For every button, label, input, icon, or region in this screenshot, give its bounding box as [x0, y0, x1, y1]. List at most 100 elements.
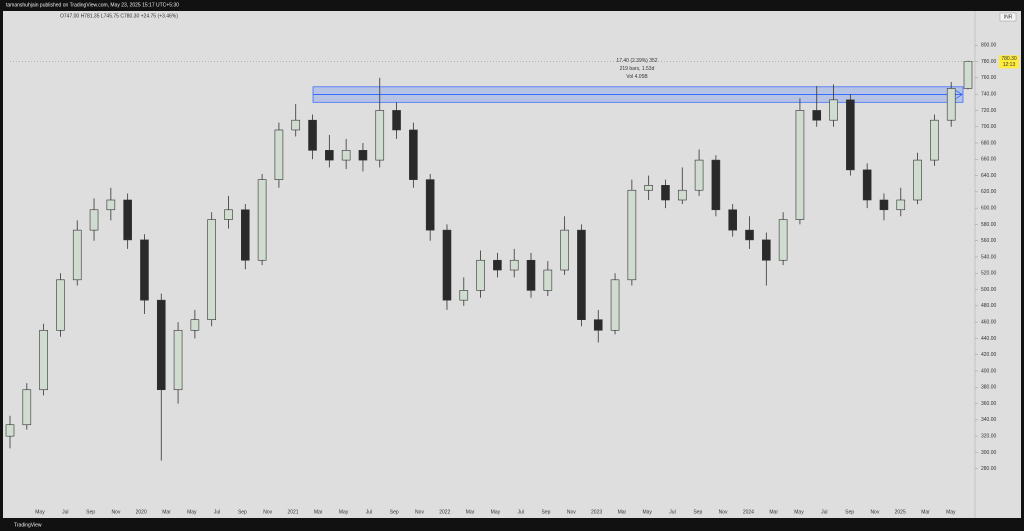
x-tick-label: May [642, 509, 652, 515]
x-tick-label: Mar [314, 509, 323, 515]
candle-body [240, 209, 250, 261]
x-tick-label: Nov [111, 509, 120, 515]
candle-body [72, 229, 82, 281]
y-tick-label: 760.00 [981, 75, 997, 81]
countdown: 12:13 [1003, 62, 1016, 68]
candle-body [644, 185, 653, 191]
x-tick-label: 2022 [439, 509, 450, 515]
x-tick-label: Jul [62, 509, 68, 515]
y-tick-label: 600.00 [981, 205, 997, 211]
candle-body [593, 319, 603, 331]
candle-body [862, 169, 872, 201]
candle-body [5, 424, 15, 437]
publisher: tamanshuhjain published on TradingView.c… [6, 2, 179, 8]
candle-body [409, 129, 418, 180]
measure-label: 219 bars, 1.53d [620, 66, 655, 72]
y-tick-label: 780.00 [981, 59, 997, 65]
candle-body [812, 110, 822, 121]
candle-body [392, 110, 401, 131]
x-tick-label: May [491, 509, 501, 515]
x-tick-label: Sep [693, 509, 702, 515]
candle-body [156, 299, 166, 391]
candle-body [89, 209, 99, 231]
candle-body [829, 99, 838, 121]
x-tick-label: 2021 [287, 509, 298, 515]
logo: TradingView [14, 522, 42, 528]
y-tick-label: 660.00 [981, 157, 997, 163]
x-tick-label: Mar [618, 509, 627, 515]
currency: INR [1004, 14, 1013, 20]
x-tick-label: Mar [162, 509, 171, 515]
x-tick-label: Sep [238, 509, 247, 515]
candle-body [610, 279, 620, 331]
candle-body [913, 159, 922, 201]
candle-body [308, 119, 317, 151]
y-tick-label: 320.00 [981, 433, 997, 439]
y-tick-label: 340.00 [981, 417, 997, 423]
candle-body [493, 259, 502, 271]
candle-body [173, 329, 183, 391]
x-tick-label: Jul [669, 509, 675, 515]
x-tick-label: Sep [542, 509, 551, 515]
candle-body [946, 88, 956, 121]
candle-body [291, 119, 301, 131]
candle-body [459, 290, 469, 301]
candle-body [325, 150, 334, 161]
candle-body [795, 110, 805, 220]
x-tick-label: Sep [86, 509, 95, 515]
candle-body [963, 61, 973, 89]
candle-body [745, 229, 754, 241]
y-tick-label: 500.00 [981, 287, 997, 293]
candle-body [661, 185, 670, 201]
x-tick-label: Nov [719, 509, 728, 515]
x-tick-label: May [794, 509, 804, 515]
candle-body [39, 329, 48, 391]
candle-body [879, 199, 889, 211]
candle-body [274, 129, 284, 180]
candle-body [425, 179, 435, 231]
y-tick-label: 420.00 [981, 352, 997, 358]
candle-body [577, 229, 586, 320]
candle-body [56, 279, 65, 331]
candle-body [224, 209, 233, 220]
candle-body [627, 189, 637, 281]
currency-box [999, 12, 1017, 22]
y-tick-label: 680.00 [981, 140, 997, 146]
x-tick-label: Jul [366, 509, 372, 515]
y-tick-label: 480.00 [981, 303, 997, 309]
candle-body [711, 159, 721, 211]
candle-body [123, 199, 132, 241]
candle-body [728, 209, 738, 231]
candle-body [930, 119, 939, 161]
y-tick-label: 520.00 [981, 271, 997, 277]
x-tick-label: Jul [214, 509, 220, 515]
ohlc-legend: O747.00 H781.35 L745.75 C780.30 +24.75 (… [60, 13, 178, 19]
y-tick-label: 380.00 [981, 385, 997, 391]
measure-label: Vol 4.05B [626, 74, 648, 80]
x-tick-label: Nov [263, 509, 272, 515]
x-tick-label: Nov [415, 509, 424, 515]
x-tick-label: Sep [845, 509, 854, 515]
y-tick-label: 720.00 [981, 108, 997, 114]
candle-body [190, 319, 200, 331]
y-tick-label: 280.00 [981, 466, 997, 472]
candle-body [476, 259, 485, 291]
x-tick-label: 2023 [591, 509, 602, 515]
x-tick-label: Mar [466, 509, 475, 515]
y-tick-label: 560.00 [981, 238, 997, 244]
y-tick-label: 620.00 [981, 189, 997, 195]
y-tick-label: 460.00 [981, 319, 997, 325]
candle-body [846, 99, 855, 171]
candle-body [375, 110, 385, 161]
candle-body [140, 239, 149, 301]
candle-body [896, 199, 906, 211]
x-tick-label: 2025 [895, 509, 906, 515]
candle-body [543, 269, 553, 291]
candle-body [341, 150, 351, 161]
y-tick-label: 640.00 [981, 173, 997, 179]
y-tick-label: 400.00 [981, 368, 997, 374]
x-tick-label: Nov [870, 509, 879, 515]
candle-body [526, 259, 536, 291]
x-tick-label: May [35, 509, 45, 515]
